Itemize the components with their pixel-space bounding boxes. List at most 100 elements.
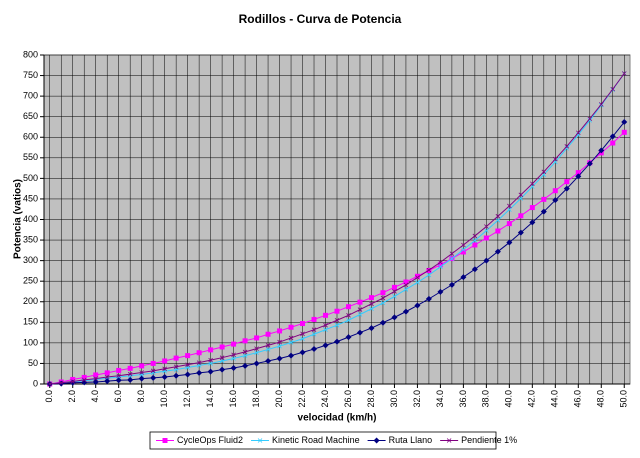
point (517, 229, 524, 236)
point (150, 360, 156, 366)
point (461, 247, 466, 252)
point (426, 267, 432, 273)
point (162, 366, 167, 372)
x-tick-label: 0.0 (44, 390, 54, 403)
x-tick-label: 50.0 (619, 390, 629, 408)
point (139, 370, 144, 375)
point (277, 339, 282, 345)
point (449, 251, 455, 256)
point (323, 322, 328, 328)
point (196, 369, 203, 376)
point (150, 374, 157, 381)
point (346, 313, 351, 318)
y-tick-label: 800 (23, 49, 38, 59)
y-tick-label: 350 (23, 234, 38, 244)
point (552, 188, 558, 194)
point (127, 365, 133, 371)
point (507, 207, 512, 212)
point (414, 273, 420, 279)
x-tick-label: 18.0 (251, 390, 261, 408)
point (369, 301, 374, 307)
point (448, 281, 455, 288)
point (391, 284, 397, 290)
point (47, 381, 53, 387)
x-tick-label: 2.0 (67, 390, 77, 403)
point (208, 361, 213, 366)
x-axis-title: velocidad (km/h) (298, 413, 377, 424)
x-tick-label: 24.0 (320, 390, 330, 408)
y-tick-label: 550 (23, 152, 38, 162)
point (541, 196, 547, 202)
point (483, 257, 490, 264)
point (357, 307, 363, 312)
point (575, 173, 582, 180)
y-tick-label: 400 (23, 214, 38, 224)
legend-label: Pendiente 1% (461, 435, 517, 445)
x-tick-label: 36.0 (458, 390, 468, 408)
point (484, 224, 489, 229)
x-tick-label: 14.0 (205, 390, 215, 408)
point (357, 299, 363, 305)
point (161, 374, 168, 381)
point (150, 368, 156, 374)
point (495, 218, 501, 223)
y-tick-label: 750 (23, 70, 38, 80)
x-tick-label: 4.0 (90, 390, 100, 403)
point (621, 119, 628, 126)
point (104, 378, 111, 385)
x-tick-label: 6.0 (113, 390, 123, 403)
y-tick-label: 600 (23, 132, 38, 142)
point (334, 338, 340, 345)
point (162, 438, 168, 443)
point (265, 331, 271, 337)
point (334, 317, 340, 323)
y-tick-label: 300 (23, 255, 38, 265)
legend-label: Ruta Llano (389, 435, 433, 445)
point (173, 355, 179, 361)
point (598, 147, 605, 154)
point (518, 196, 524, 201)
point (541, 169, 547, 175)
point (392, 289, 397, 294)
point (495, 228, 501, 234)
point (230, 364, 237, 371)
point (460, 249, 466, 255)
x-tick-label: 30.0 (389, 390, 399, 408)
point (530, 181, 535, 187)
point (392, 294, 397, 299)
point (323, 312, 329, 318)
point (81, 374, 87, 380)
y-axis-title: Potencia (vatios) (13, 179, 24, 259)
point (540, 208, 547, 215)
point (471, 266, 478, 273)
point (162, 358, 168, 364)
point (518, 213, 524, 219)
point (437, 262, 443, 268)
point (185, 353, 191, 359)
point (276, 355, 283, 362)
point (93, 376, 98, 381)
point (104, 374, 110, 380)
point (438, 264, 443, 270)
point (231, 352, 236, 358)
x-tick-label: 20.0 (274, 390, 284, 408)
point (564, 179, 570, 185)
point (334, 308, 340, 314)
y-tick-label: 50 (28, 358, 38, 368)
point (368, 295, 374, 301)
point (507, 203, 512, 209)
point (311, 316, 317, 322)
point (461, 242, 466, 248)
point (185, 362, 190, 367)
x-tick-label: 40.0 (504, 390, 514, 408)
point (184, 371, 191, 378)
point (587, 118, 593, 123)
y-tick-label: 700 (23, 91, 38, 101)
point (139, 363, 145, 369)
point (207, 368, 214, 375)
x-tick-label: 48.0 (596, 390, 606, 408)
point (334, 322, 340, 328)
point (300, 336, 305, 342)
point (425, 295, 432, 302)
